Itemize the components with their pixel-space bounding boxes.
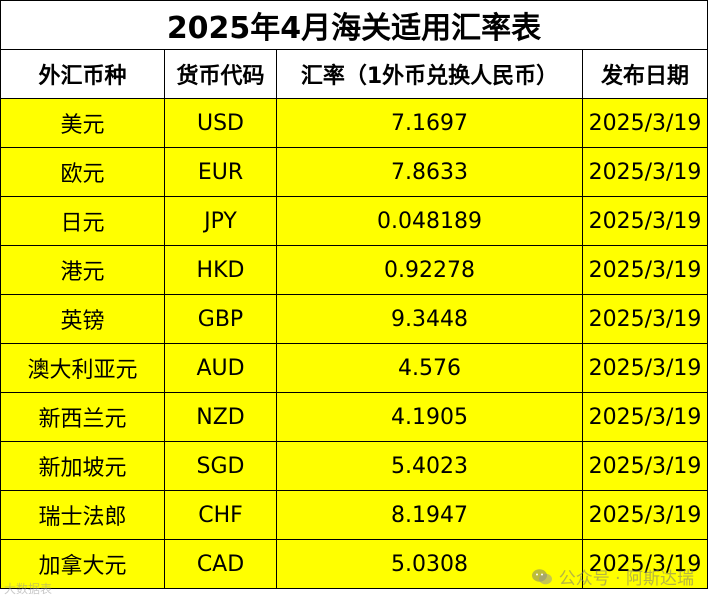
currency-name-cell: 加拿大元 — [0, 539, 165, 589]
exchange-rate-cell: 4.1905 — [276, 392, 583, 442]
currency-code-cell: EUR — [164, 147, 277, 197]
exchange-rate-cell: 0.92278 — [276, 245, 583, 295]
currency-name-cell: 新西兰元 — [0, 392, 165, 442]
table-row: 新西兰元 NZD 4.1905 2025/3/19 — [0, 392, 708, 442]
currency-name-cell: 英镑 — [0, 294, 165, 344]
exchange-rate-cell: 5.4023 — [276, 441, 583, 491]
column-header-code: 货币代码 — [164, 49, 277, 99]
table-row: 港元 HKD 0.92278 2025/3/19 — [0, 245, 708, 295]
publish-date-cell: 2025/3/19 — [582, 294, 708, 344]
exchange-rate-cell: 7.8633 — [276, 147, 583, 197]
exchange-rate-cell: 8.1947 — [276, 490, 583, 540]
currency-code-cell: SGD — [164, 441, 277, 491]
currency-name-cell: 新加坡元 — [0, 441, 165, 491]
publish-date-cell: 2025/3/19 — [582, 98, 708, 148]
publish-date-cell: 2025/3/19 — [582, 245, 708, 295]
column-header-date: 发布日期 — [582, 49, 708, 99]
currency-name-cell: 澳大利亚元 — [0, 343, 165, 393]
table-row: 加拿大元 CAD 5.0308 2025/3/19 — [0, 539, 708, 589]
publish-date-cell: 2025/3/19 — [582, 490, 708, 540]
publish-date-cell: 2025/3/19 — [582, 196, 708, 246]
currency-name-cell: 日元 — [0, 196, 165, 246]
exchange-rate-cell: 0.048189 — [276, 196, 583, 246]
table-row: 英镑 GBP 9.3448 2025/3/19 — [0, 294, 708, 344]
table-row: 瑞士法郎 CHF 8.1947 2025/3/19 — [0, 490, 708, 540]
table-row: 欧元 EUR 7.8633 2025/3/19 — [0, 147, 708, 197]
publish-date-cell: 2025/3/19 — [582, 441, 708, 491]
currency-code-cell: AUD — [164, 343, 277, 393]
table-row: 新加坡元 SGD 5.4023 2025/3/19 — [0, 441, 708, 491]
publish-date-cell: 2025/3/19 — [582, 147, 708, 197]
column-header-currency: 外汇币种 — [0, 49, 165, 99]
currency-name-cell: 美元 — [0, 98, 165, 148]
table-row: 日元 JPY 0.048189 2025/3/19 — [0, 196, 708, 246]
currency-code-cell: USD — [164, 98, 277, 148]
currency-name-cell: 欧元 — [0, 147, 165, 197]
table-row: 美元 USD 7.1697 2025/3/19 — [0, 98, 708, 148]
currency-code-cell: CAD — [164, 539, 277, 589]
currency-code-cell: GBP — [164, 294, 277, 344]
header-row: 外汇币种 货币代码 汇率（1外币兑换人民币） 发布日期 — [0, 49, 708, 99]
table-body: 美元 USD 7.1697 2025/3/19 欧元 EUR 7.8633 20… — [0, 98, 708, 589]
currency-name-cell: 港元 — [0, 245, 165, 295]
publish-date-cell: 2025/3/19 — [582, 343, 708, 393]
column-header-rate: 汇率（1外币兑换人民币） — [276, 49, 583, 99]
exchange-rate-cell: 7.1697 — [276, 98, 583, 148]
currency-name-cell: 瑞士法郎 — [0, 490, 165, 540]
publish-date-cell: 2025/3/19 — [582, 392, 708, 442]
currency-code-cell: JPY — [164, 196, 277, 246]
exchange-rate-cell: 9.3448 — [276, 294, 583, 344]
currency-code-cell: NZD — [164, 392, 277, 442]
exchange-rate-cell: 5.0308 — [276, 539, 583, 589]
currency-code-cell: HKD — [164, 245, 277, 295]
table-row: 澳大利亚元 AUD 4.576 2025/3/19 — [0, 343, 708, 393]
table-title: 2025年4月海关适用汇率表 — [0, 0, 708, 50]
publish-date-cell: 2025/3/19 — [582, 539, 708, 589]
exchange-rate-cell: 4.576 — [276, 343, 583, 393]
currency-code-cell: CHF — [164, 490, 277, 540]
